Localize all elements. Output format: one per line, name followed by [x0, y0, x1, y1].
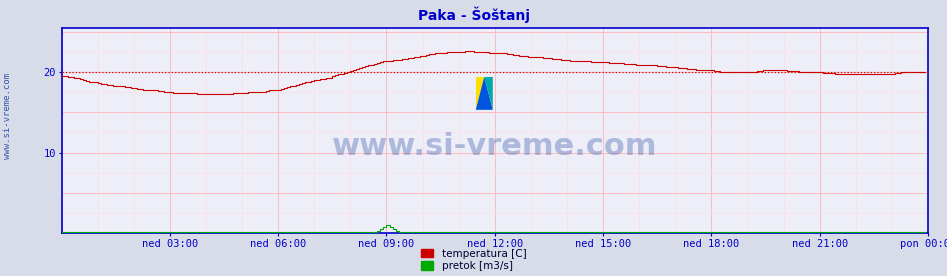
Text: www.si-vreme.com: www.si-vreme.com — [3, 73, 12, 159]
Polygon shape — [475, 77, 484, 110]
Text: Paka - Šoštanj: Paka - Šoštanj — [418, 7, 529, 23]
Legend: temperatura [C], pretok [m3/s]: temperatura [C], pretok [m3/s] — [420, 249, 527, 271]
Polygon shape — [475, 77, 492, 110]
Polygon shape — [484, 77, 492, 110]
Text: www.si-vreme.com: www.si-vreme.com — [332, 132, 657, 161]
